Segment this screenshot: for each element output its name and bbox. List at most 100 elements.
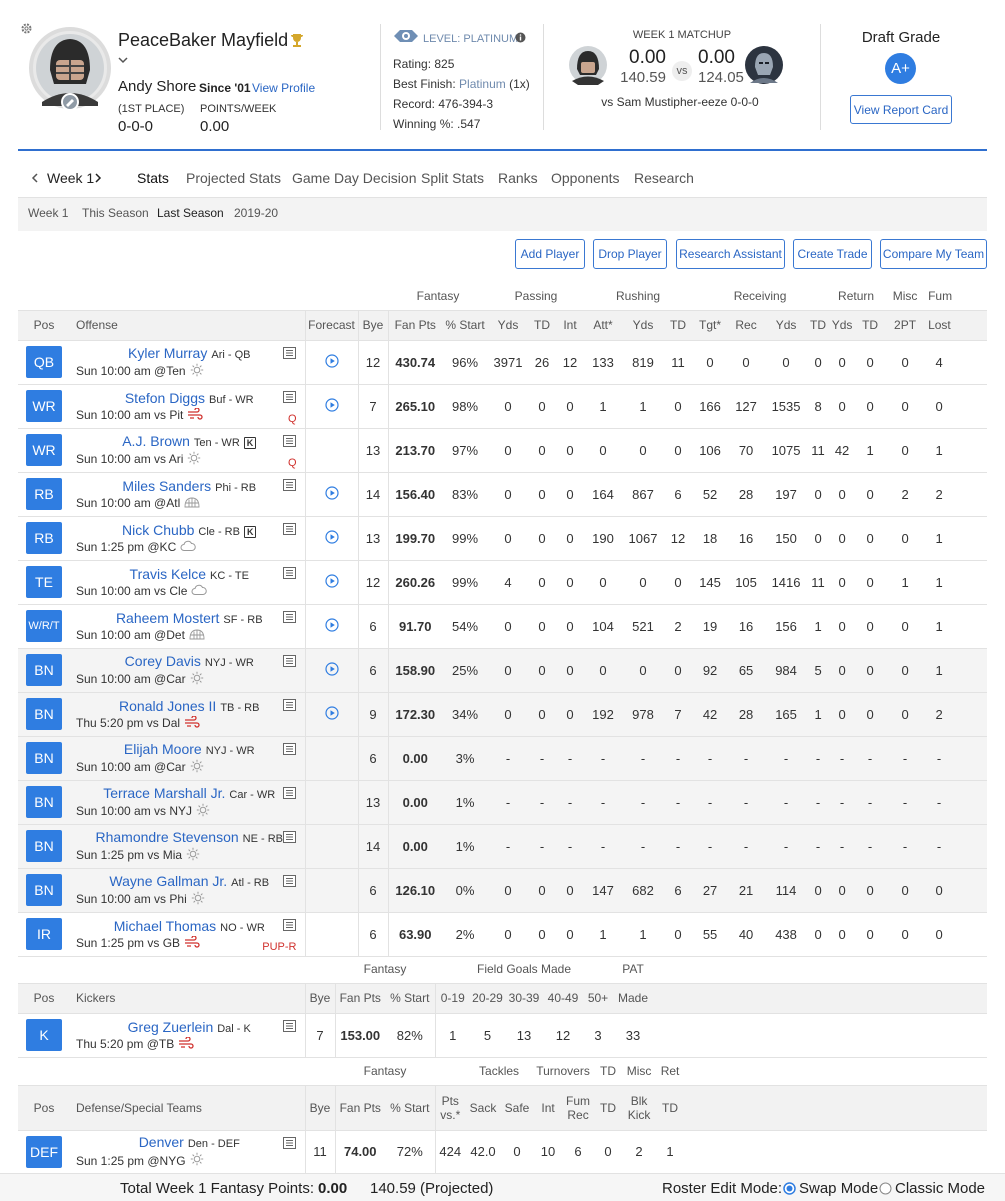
position-badge[interactable]: RB — [26, 522, 62, 554]
position-badge[interactable]: BN — [26, 698, 62, 730]
notes-icon[interactable] — [282, 1019, 296, 1035]
player-name[interactable]: Rhamondre Stevenson — [95, 828, 239, 845]
notes-icon[interactable] — [282, 522, 296, 538]
player-name[interactable]: Ronald Jones II — [119, 697, 217, 714]
notes-icon[interactable] — [282, 390, 296, 406]
player-name[interactable]: Corey Davis — [124, 652, 201, 669]
player-name[interactable]: Nick Chubb — [122, 521, 195, 538]
player-name[interactable]: Wayne Gallman Jr. — [109, 872, 228, 889]
notes-icon[interactable] — [282, 346, 296, 362]
spacer — [435, 1057, 465, 1085]
report-card-button[interactable]: View Report Card — [850, 95, 952, 124]
player-name[interactable]: Raheem Mostert — [115, 609, 220, 626]
action-button[interactable]: Create Trade — [793, 239, 872, 269]
forecast-button[interactable] — [324, 617, 339, 635]
icon-part — [330, 577, 335, 584]
position-badge[interactable]: BN — [26, 830, 62, 862]
notes-icon[interactable] — [282, 610, 296, 626]
icon-part — [186, 847, 200, 860]
forecast-button[interactable] — [324, 661, 339, 679]
position-badge[interactable]: DEF — [26, 1135, 62, 1168]
player-name[interactable]: Denver — [138, 1134, 184, 1150]
bye-week: 6 — [357, 912, 388, 957]
notes-icon[interactable] — [282, 434, 296, 450]
notes-icon[interactable] — [282, 654, 296, 670]
player-name[interactable]: A.J. Brown — [122, 432, 190, 449]
player-name[interactable]: Kyler Murray — [128, 344, 208, 361]
icon-part — [285, 1139, 293, 1146]
position-badge[interactable]: TE — [26, 566, 62, 598]
settings-icon[interactable] — [20, 22, 33, 35]
player-name[interactable]: Terrace Marshall Jr. — [103, 784, 226, 801]
next-week[interactable] — [94, 173, 102, 183]
position-badge[interactable]: QB — [26, 346, 62, 378]
player-name[interactable]: Stefon Diggs — [124, 389, 206, 406]
spacer — [952, 780, 988, 825]
nav-tab[interactable]: Stats — [137, 170, 169, 186]
position-badge[interactable]: BN — [26, 742, 62, 774]
nav-tab[interactable]: Research — [634, 170, 694, 186]
forecast-button[interactable] — [324, 397, 339, 415]
nav-tab[interactable]: Ranks — [498, 170, 538, 186]
classic-mode[interactable]: Classic Mode — [895, 1180, 986, 1197]
nav-tab[interactable]: Projected Stats — [186, 170, 281, 186]
notes-icon[interactable] — [282, 1136, 296, 1152]
view-profile-link[interactable]: View Profile — [252, 81, 316, 95]
notes-icon[interactable] — [282, 918, 296, 934]
player-name[interactable]: Travis Kelce — [129, 565, 207, 582]
position-badge[interactable]: BN — [26, 654, 62, 686]
player-row: TE Travis Kelce KC - TE Sun 10:00 am vs Cle… — [18, 560, 988, 605]
player-name[interactable]: Greg Zuerlein — [127, 1018, 214, 1035]
radio-selected[interactable] — [783, 1182, 796, 1195]
player-name[interactable]: Elijah Moore — [123, 740, 202, 757]
stat-value: 7 — [664, 692, 693, 737]
player-cell: Denver Den - DEF Sun 1:25 pm @NYG — [70, 1130, 305, 1174]
sub-tab[interactable]: Week 1 — [28, 206, 69, 220]
notes-icon[interactable] — [282, 698, 296, 714]
notes-icon[interactable] — [282, 786, 296, 802]
stat-value: 0 — [664, 648, 693, 693]
stat-value: - — [584, 736, 623, 781]
weather-icon — [180, 540, 196, 555]
radio-unselected[interactable] — [879, 1182, 892, 1195]
position-badge[interactable]: BN — [26, 786, 62, 818]
player-name[interactable]: Miles Sanders — [122, 477, 212, 494]
action-button[interactable]: Research Assistant — [676, 239, 785, 269]
notes-icon[interactable] — [282, 874, 296, 890]
position-badge[interactable]: WR — [26, 390, 62, 422]
notes-icon[interactable] — [282, 830, 296, 846]
nav-tab[interactable]: Split Stats — [421, 170, 485, 186]
forecast-button[interactable] — [324, 353, 339, 371]
position-badge[interactable]: K — [26, 1019, 62, 1051]
stat-value: 1 — [808, 604, 829, 649]
sub-tab[interactable]: This Season — [82, 206, 149, 220]
forecast-button[interactable] — [324, 705, 339, 723]
notes-icon[interactable] — [282, 566, 296, 582]
nav-tab[interactable]: Game Day Decision — [292, 170, 417, 186]
nav-tab[interactable]: Opponents — [551, 170, 620, 186]
swap-mode[interactable]: Swap Mode — [799, 1180, 879, 1197]
notes-icon[interactable] — [282, 742, 296, 758]
week-selector[interactable]: Week 1 — [47, 170, 95, 186]
stat-value: - — [528, 736, 556, 781]
position-badge[interactable]: IR — [26, 918, 62, 950]
icon-part — [324, 529, 339, 544]
action-button[interactable]: Compare My Team — [880, 239, 987, 269]
dropdown-icon[interactable] — [118, 56, 128, 64]
info-icon[interactable] — [515, 32, 526, 43]
sub-tab[interactable]: 2019-20 — [234, 206, 279, 220]
position-badge[interactable]: W/R/T — [26, 610, 62, 642]
forecast-button[interactable] — [324, 485, 339, 503]
stat-value: 0 — [488, 692, 528, 737]
position-badge[interactable]: BN — [26, 874, 62, 906]
player-name[interactable]: Michael Thomas — [113, 917, 217, 934]
action-button[interactable]: Drop Player — [593, 239, 667, 269]
forecast-button[interactable] — [324, 529, 339, 547]
sub-tab[interactable]: Last Season — [157, 206, 224, 220]
position-badge[interactable]: WR — [26, 434, 62, 466]
notes-icon[interactable] — [282, 478, 296, 494]
position-badge[interactable]: RB — [26, 478, 62, 510]
forecast-button[interactable] — [324, 573, 339, 591]
action-button[interactable]: Add Player — [515, 239, 585, 269]
prev-week[interactable] — [31, 173, 39, 183]
